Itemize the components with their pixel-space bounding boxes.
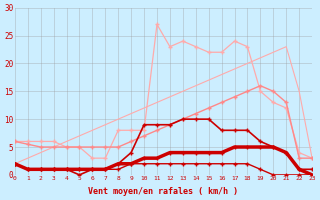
X-axis label: Vent moyen/en rafales ( km/h ): Vent moyen/en rafales ( km/h ) xyxy=(88,187,238,196)
